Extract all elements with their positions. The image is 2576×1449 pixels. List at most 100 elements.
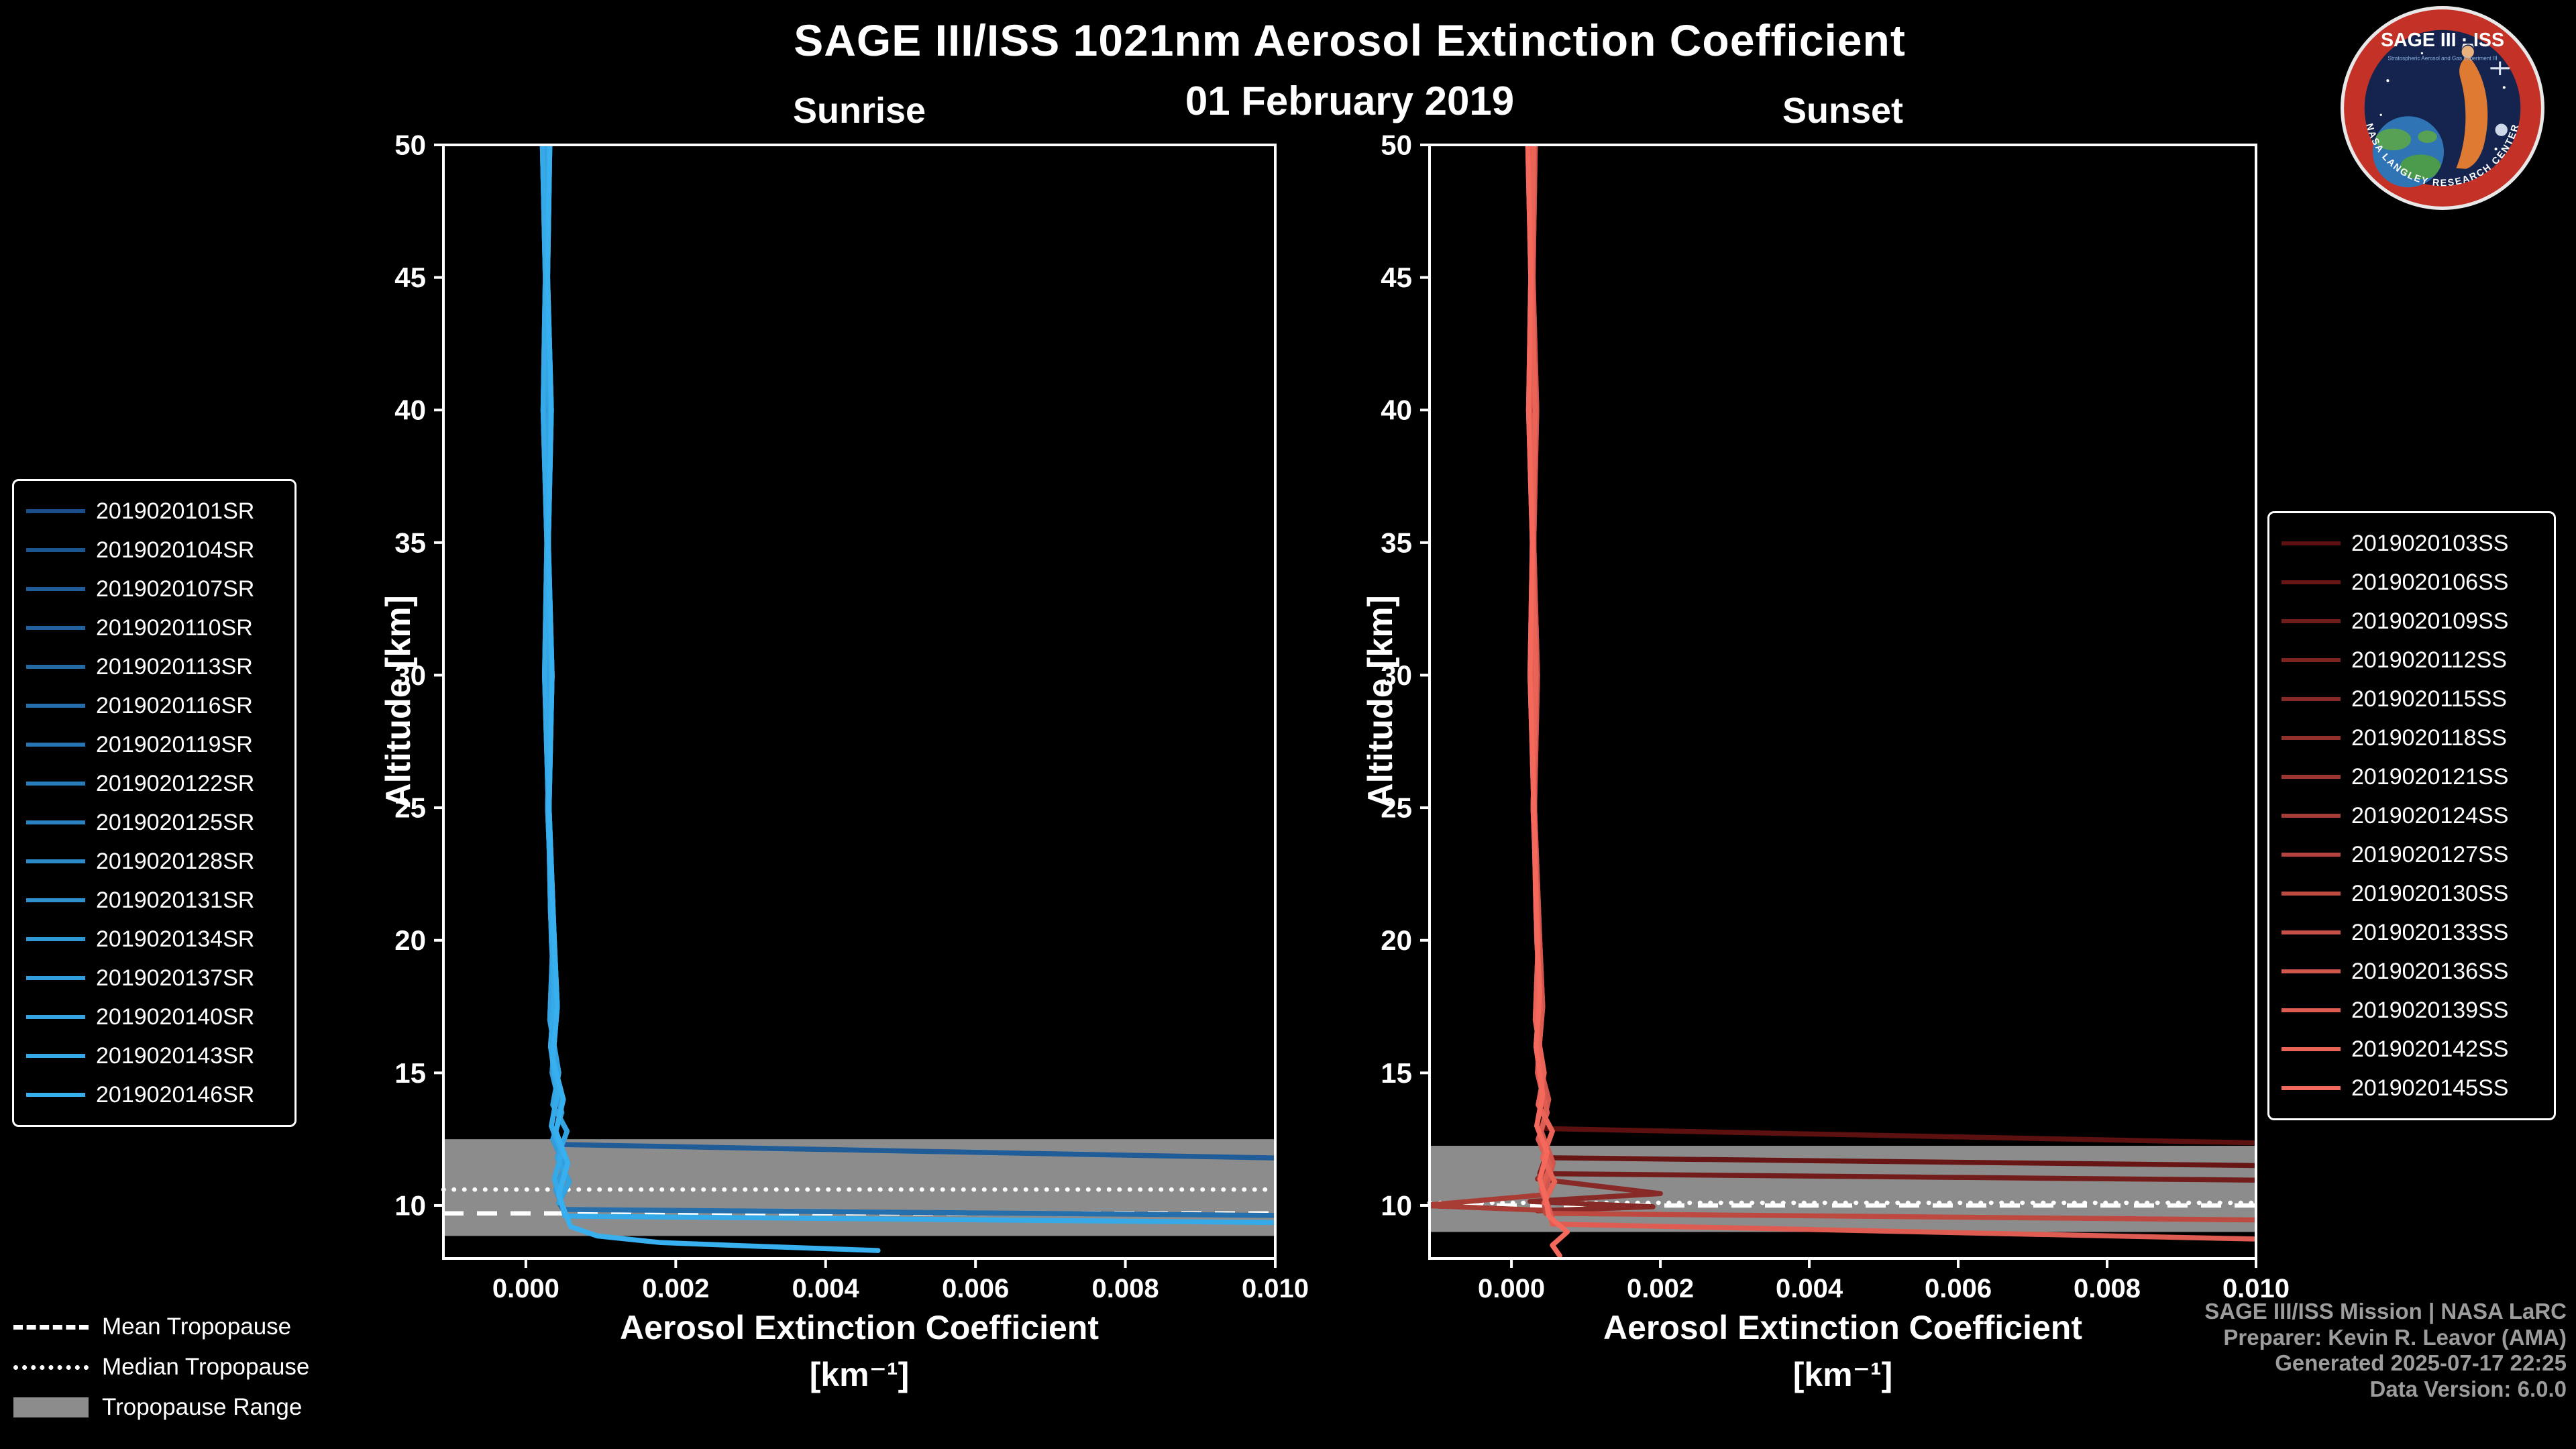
series-color-swatch — [26, 937, 85, 941]
series-label: 2019020113SR — [96, 653, 253, 680]
series-color-swatch — [2282, 1008, 2341, 1012]
legend-item: 2019020143SR — [26, 1036, 282, 1075]
legend-item: 2019020142SS — [2282, 1030, 2542, 1069]
sunset-x-axis-units: [km⁻¹] — [1792, 1356, 1893, 1393]
series-label: 2019020121SS — [2351, 763, 2509, 790]
legend-item: 2019020119SR — [26, 725, 282, 764]
series-label: 2019020118SS — [2351, 724, 2507, 751]
legend-label: Tropopause Range — [102, 1394, 303, 1420]
legend-item: 2019020140SR — [26, 998, 282, 1036]
series-color-swatch — [26, 1054, 85, 1058]
series-label: 2019020146SR — [96, 1081, 255, 1108]
series-label: 2019020143SR — [96, 1042, 255, 1069]
sunrise-panel-title: Sunrise — [792, 91, 926, 131]
series-color-swatch — [2282, 619, 2341, 623]
legend-item: 2019020118SS — [2282, 718, 2542, 757]
svg-text:25: 25 — [1381, 792, 1412, 824]
svg-text:0.010: 0.010 — [2222, 1274, 2290, 1303]
sunset-chart: 10 15 20 25 30 35 40 45 50 0.000 0.002 0.004 0.006 0.… — [1381, 129, 2290, 1304]
legend-item: 2019020107SR — [26, 570, 282, 608]
legend-item: 2019020139SS — [2282, 991, 2542, 1030]
legend-item: 2019020127SS — [2282, 835, 2542, 874]
series-color-swatch — [2282, 969, 2341, 973]
legend-label: Mean Tropopause — [102, 1313, 292, 1340]
credit-data-version: Data Version: 6.0.0 — [2369, 1376, 2567, 1401]
legend-item-tropopause-range: Tropopause Range — [13, 1387, 309, 1428]
series-label: 2019020116SR — [96, 692, 253, 718]
sunrise-x-axis-label: Aerosol Extinction Coefficient — [620, 1309, 1099, 1346]
series-color-swatch — [2282, 853, 2341, 857]
svg-text:20: 20 — [1381, 924, 1412, 956]
series-label: 2019020134SR — [96, 926, 255, 952]
series-label: 2019020145SS — [2351, 1075, 2509, 1101]
legend-item: 2019020137SR — [26, 959, 282, 998]
legend-item: 2019020128SR — [26, 842, 282, 881]
legend-item: 2019020106SS — [2282, 563, 2542, 602]
legend-label: Median Tropopause — [102, 1354, 310, 1380]
legend-item: 2019020125SR — [26, 803, 282, 842]
series-color-swatch — [2282, 1047, 2341, 1051]
svg-text:30: 30 — [394, 659, 426, 691]
series-label: 2019020142SS — [2351, 1036, 2509, 1062]
dashed-line-swatch — [13, 1324, 89, 1330]
sunrise-chart: 10 15 20 25 30 35 40 45 50 0.000 0.002 0.004 0.006 0.… — [394, 129, 1309, 1304]
series-label: 2019020110SR — [96, 614, 253, 641]
series-color-swatch — [26, 859, 85, 863]
legend-item: 2019020103SS — [2282, 524, 2542, 563]
series-label: 2019020127SS — [2351, 841, 2509, 867]
legend-item: 2019020124SS — [2282, 796, 2542, 835]
series-label: 2019020140SR — [96, 1004, 255, 1030]
dotted-line-swatch — [13, 1364, 89, 1370]
series-color-swatch — [26, 548, 85, 552]
sunset-x-axis-label: Aerosol Extinction Coefficient — [1603, 1309, 2082, 1346]
svg-text:25: 25 — [394, 792, 426, 824]
series-color-swatch — [2282, 658, 2341, 662]
svg-text:0.002: 0.002 — [1627, 1274, 1694, 1303]
svg-text:35: 35 — [394, 527, 426, 558]
svg-text:0.004: 0.004 — [1776, 1274, 1843, 1303]
series-color-swatch — [26, 782, 85, 786]
legend-item: 2019020101SR — [26, 492, 282, 531]
svg-text:10: 10 — [1381, 1189, 1412, 1221]
legend-item: 2019020130SS — [2282, 874, 2542, 913]
series-color-swatch — [26, 665, 85, 669]
svg-text:0.010: 0.010 — [1242, 1274, 1309, 1303]
series-label: 2019020139SS — [2351, 997, 2509, 1023]
series-color-swatch — [2282, 930, 2341, 934]
series-color-swatch — [26, 976, 85, 980]
series-color-swatch — [26, 1015, 85, 1019]
series-label: 2019020109SS — [2351, 608, 2509, 634]
series-color-swatch — [26, 509, 85, 513]
series-label: 2019020107SR — [96, 576, 255, 602]
legend-item: 2019020113SR — [26, 647, 282, 686]
svg-text:40: 40 — [1381, 394, 1412, 426]
series-color-swatch — [2282, 697, 2341, 701]
credit-mission: SAGE III/ISS Mission | NASA LaRC — [2204, 1299, 2567, 1324]
sunrise-legend: 2019020101SR 2019020104SR 2019020107SR 2019… — [12, 479, 297, 1127]
sunset-panel-title: Sunset — [1782, 91, 1904, 131]
series-label: 2019020119SR — [96, 731, 253, 757]
sage-iss-logo-badge: SAGE III · ISS Stratospheric Aerosol and… — [2341, 6, 2544, 210]
series-label: 2019020137SR — [96, 965, 255, 991]
series-label: 2019020112SS — [2351, 647, 2507, 673]
svg-text:35: 35 — [1381, 527, 1412, 558]
svg-text:20: 20 — [394, 924, 426, 956]
legend-item: 2019020121SS — [2282, 757, 2542, 796]
series-color-swatch — [26, 704, 85, 708]
series-color-swatch — [2282, 580, 2341, 584]
series-color-swatch — [2282, 1086, 2341, 1090]
svg-text:40: 40 — [394, 394, 426, 426]
svg-text:15: 15 — [394, 1057, 426, 1089]
legend-item: 2019020131SR — [26, 881, 282, 920]
legend-item: 2019020134SR — [26, 920, 282, 959]
legend-item: 2019020116SR — [26, 686, 282, 725]
series-color-swatch — [2282, 814, 2341, 818]
series-color-swatch — [26, 743, 85, 747]
series-label: 2019020133SS — [2351, 919, 2509, 945]
legend-item-median-tropopause: Median Tropopause — [13, 1347, 309, 1387]
legend-item: 2019020146SR — [26, 1075, 282, 1114]
logo-title: SAGE III · ISS — [2381, 30, 2504, 51]
svg-text:0.000: 0.000 — [1478, 1274, 1545, 1303]
svg-text:0.008: 0.008 — [2074, 1274, 2141, 1303]
